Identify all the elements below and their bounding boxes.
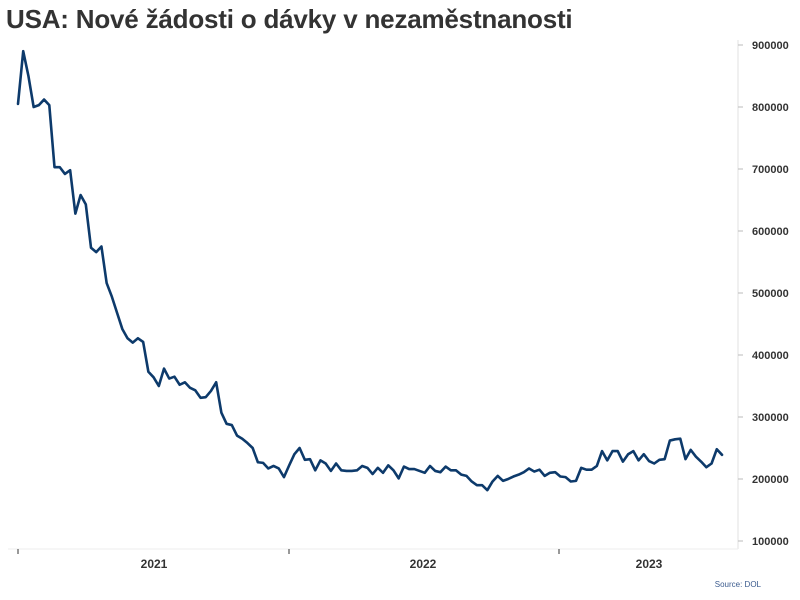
chart-title: USA: Nové žádosti o dávky v nezaměstnano… xyxy=(6,4,573,34)
y-tick-label: 900000 xyxy=(752,40,789,52)
y-tick-label: 700000 xyxy=(752,164,789,176)
y-tick-label: 800000 xyxy=(752,102,789,114)
x-axis: 2021 2022 2023 xyxy=(17,549,663,571)
y-tick-label: 600000 xyxy=(752,226,789,238)
x-tick-label: 2023 xyxy=(636,557,663,571)
y-tick-label: 200000 xyxy=(752,474,789,486)
x-tick-label: 2021 xyxy=(141,557,168,571)
source-note: Source: DOL xyxy=(714,580,761,589)
y-tick-label: 500000 xyxy=(752,288,789,300)
x-tick-label: 2022 xyxy=(410,557,437,571)
y-tick-label: 100000 xyxy=(752,536,789,548)
y-tick-label: 300000 xyxy=(752,412,789,424)
axes xyxy=(8,40,739,550)
y-axis: 100000 200000 300000 400000 500000 600000 7000… xyxy=(738,40,789,548)
y-tick-label: 400000 xyxy=(752,350,789,362)
series-line xyxy=(16,49,724,492)
